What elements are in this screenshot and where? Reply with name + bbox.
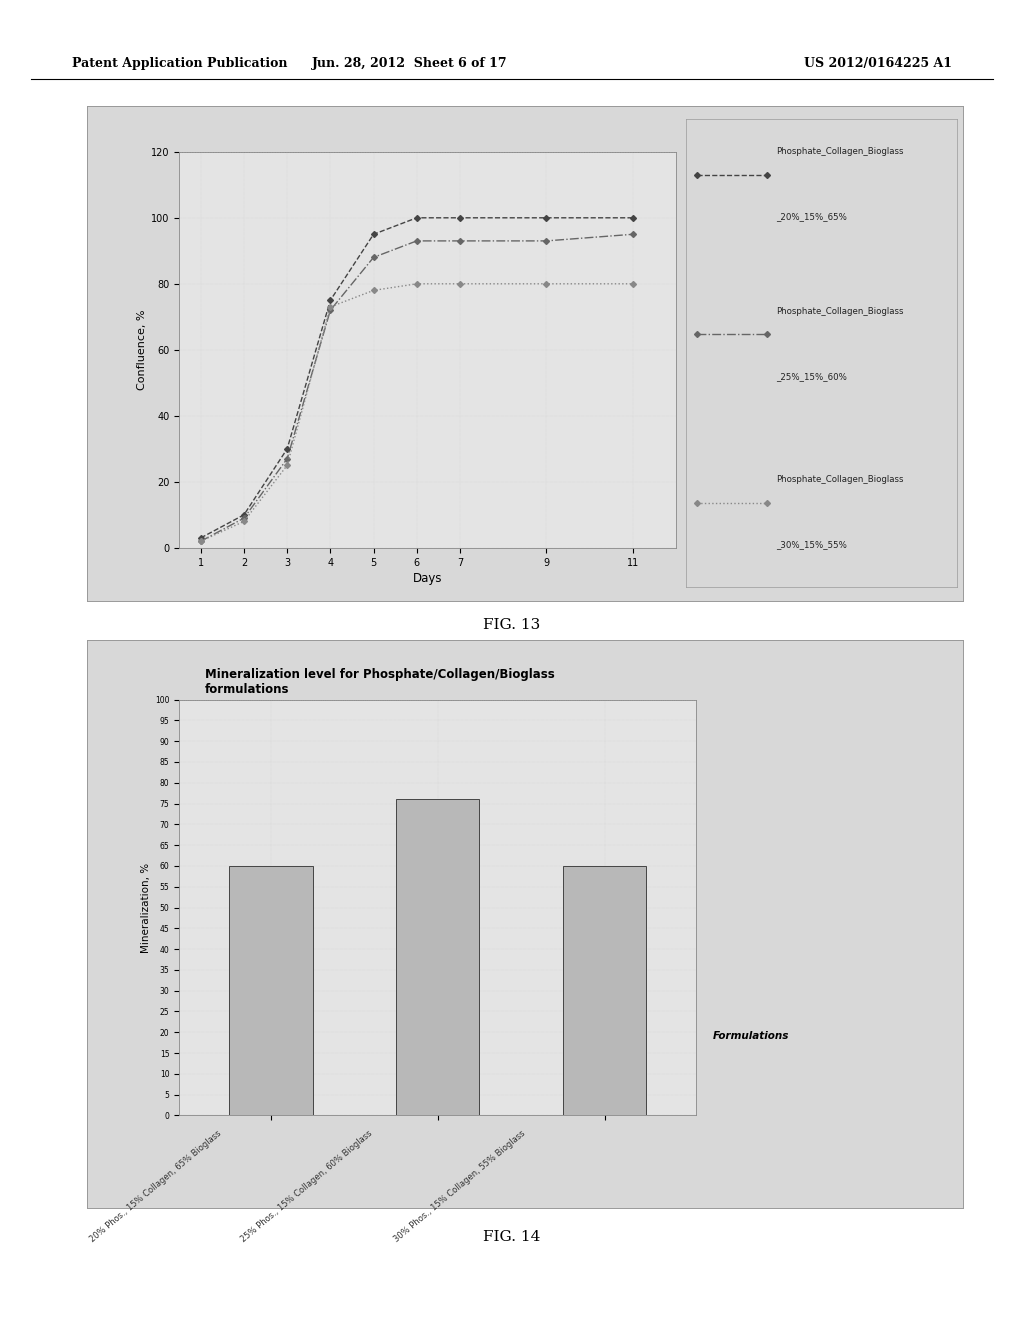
- Text: Patent Application Publication: Patent Application Publication: [72, 57, 287, 70]
- Bar: [563, 866, 646, 1115]
- Text: Phosphate_Collagen_Bioglass: Phosphate_Collagen_Bioglass: [775, 148, 903, 156]
- Bar: [396, 800, 479, 1115]
- Text: US 2012/0164225 A1: US 2012/0164225 A1: [804, 57, 952, 70]
- Y-axis label: Mineralization, %: Mineralization, %: [141, 862, 151, 953]
- Text: 25% Phos., 15% Collagen, 60% Bioglass: 25% Phos., 15% Collagen, 60% Bioglass: [239, 1129, 374, 1243]
- Text: FIG. 14: FIG. 14: [483, 1230, 541, 1245]
- Text: _30%_15%_55%: _30%_15%_55%: [775, 541, 847, 549]
- X-axis label: Days: Days: [413, 572, 442, 585]
- Bar: [229, 866, 312, 1115]
- Text: 20% Phos., 15% Collagen, 65% Bioglass: 20% Phos., 15% Collagen, 65% Bioglass: [88, 1129, 223, 1243]
- Text: Mineralization level for Phosphate/Collagen/Bioglass
formulations: Mineralization level for Phosphate/Colla…: [205, 668, 555, 696]
- Text: Phosphate_Collagen_Bioglass: Phosphate_Collagen_Bioglass: [775, 475, 903, 484]
- Text: Jun. 28, 2012  Sheet 6 of 17: Jun. 28, 2012 Sheet 6 of 17: [311, 57, 508, 70]
- Text: Phosphate_Collagen_Bioglass: Phosphate_Collagen_Bioglass: [775, 306, 903, 315]
- Text: 30% Phos., 15% Collagen, 55% Bioglass: 30% Phos., 15% Collagen, 55% Bioglass: [392, 1129, 527, 1243]
- Text: FIG. 13: FIG. 13: [483, 618, 541, 632]
- Text: _25%_15%_60%: _25%_15%_60%: [775, 372, 847, 381]
- Text: _20%_15%_65%: _20%_15%_65%: [775, 213, 847, 222]
- Text: Formulations: Formulations: [713, 1031, 790, 1041]
- Y-axis label: Confluence, %: Confluence, %: [137, 310, 146, 389]
